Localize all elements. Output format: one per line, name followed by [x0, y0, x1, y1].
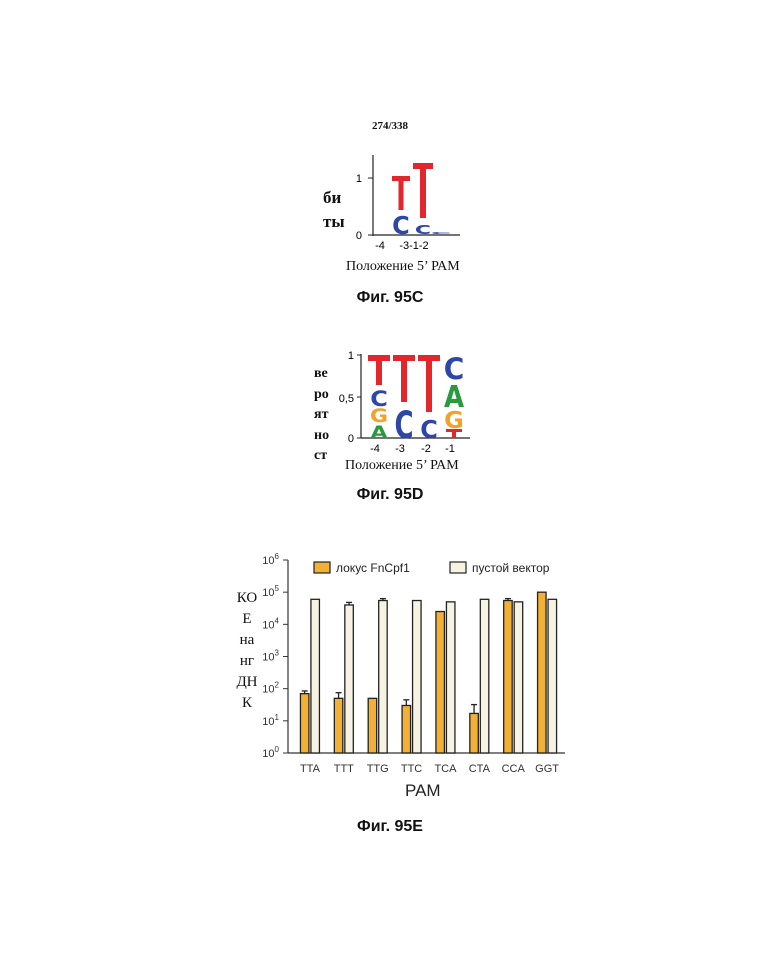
svg-text:C: C: [394, 403, 413, 447]
fig-c-xtick-label: -3-1-2: [399, 240, 428, 252]
fig-e-ytick-label: 106: [262, 552, 279, 567]
bar-locus: [538, 592, 547, 753]
fig-d-logo: 1 0,5 0 C G A C C C A G -4 -3 -2 -1: [330, 345, 480, 460]
bar-empty-vector: [345, 605, 354, 753]
fig-e-ytick-label: 100: [262, 745, 279, 760]
logo-letter-c: C: [415, 224, 431, 238]
fig-d-ylabel-line: но: [314, 426, 329, 447]
logo-letter-c: C: [420, 414, 438, 444]
bar-empty-vector: [311, 599, 320, 753]
logo-letter-c: C: [392, 210, 410, 240]
fig-d-ylabel-line: ст: [314, 446, 329, 467]
bar-locus: [334, 698, 343, 753]
fig-d-ylabel: ве ро ят но ст: [314, 364, 329, 467]
fig-d-xtick-label: -1: [445, 443, 455, 455]
fig-c-logo: 1 0 C C C -4 -3-1-2: [340, 150, 480, 255]
fig-d-ylabel-line: ро: [314, 385, 329, 406]
logo-letter-t: [418, 355, 440, 412]
fig-c-xtick-label: -4: [375, 240, 385, 252]
logo-letter-c: C: [431, 231, 452, 234]
legend-swatch: [314, 562, 330, 573]
fig-e-caption: Фиг. 95E: [0, 818, 780, 836]
fig-e-xtick-label: TTT: [334, 763, 354, 775]
svg-text:C: C: [431, 231, 452, 234]
fig-e-xtick-label: TTG: [367, 763, 389, 775]
bar-empty-vector: [514, 602, 523, 753]
bar-empty-vector: [480, 599, 489, 753]
bar-empty-vector: [379, 601, 388, 753]
fig-e-xlabel: PAM: [405, 781, 441, 801]
fig-e-ytick-label: 104: [262, 616, 279, 631]
fig-d-xlabel: Положение 5’ РАМ: [345, 458, 459, 474]
page-number: 274/338: [0, 120, 780, 132]
bar-empty-vector: [413, 601, 422, 753]
fig-d-ytick-label: 0,5: [339, 393, 354, 405]
bar-empty-vector: [548, 599, 557, 753]
logo-letter-a: A: [370, 423, 387, 443]
bar-empty-vector: [446, 602, 455, 753]
bar-locus: [504, 601, 513, 753]
fig-d-ylabel-line: ве: [314, 364, 329, 385]
fig-e-xtick-label: TCA: [434, 763, 457, 775]
svg-text:C: C: [415, 224, 431, 238]
logo-letter-c: C: [394, 403, 413, 447]
fig-c-ytick-label: 1: [356, 173, 362, 185]
fig-e-ytick-label: 102: [262, 681, 279, 696]
fig-d-xtick-label: -2: [421, 443, 431, 455]
fig-d-caption: Фиг. 95D: [0, 486, 780, 504]
fig-e-ytick-label: 101: [262, 713, 279, 728]
logo-letter-t: [393, 355, 415, 402]
fig-e-bars: [300, 592, 556, 753]
bar-locus: [368, 698, 377, 753]
legend-swatch: [450, 562, 466, 573]
fig-e-legend: локус FnCpf1 пустой вектор: [314, 561, 550, 575]
fig-e-xtick-label: CCA: [502, 763, 526, 775]
svg-text:A: A: [370, 423, 387, 443]
fig-e-xtick-labels: TTA TTT TTG TTC TCA CTA CCA GGT: [300, 763, 559, 775]
logo-letter-t: [413, 163, 433, 218]
svg-text:C: C: [420, 414, 438, 444]
fig-e-xtick-label: TTC: [401, 763, 422, 775]
bar-locus: [402, 705, 411, 753]
fig-d-ytick-label: 1: [348, 350, 354, 362]
logo-letter-t: [368, 355, 390, 385]
fig-e-bar-chart: 100 101 102 103 104 105 106 TTA TTT TTG TTC TCA CTA…: [250, 550, 570, 810]
bar-locus: [470, 713, 479, 753]
fig-e-xtick-label: CTA: [469, 763, 491, 775]
bar-locus: [436, 612, 445, 753]
legend-label: локус FnCpf1: [336, 561, 410, 575]
fig-d-ytick-label: 0: [348, 433, 354, 445]
bar-locus: [300, 694, 309, 753]
fig-e-ytick-label: 105: [262, 584, 279, 599]
fig-e-ytick-label: 103: [262, 649, 279, 664]
logo-letter-t: [392, 176, 410, 210]
fig-c-xlabel: Положение 5’ РАМ: [346, 259, 460, 275]
fig-d-xtick-label: -3: [395, 443, 405, 455]
legend-label: пустой вектор: [472, 561, 550, 575]
fig-e-xtick-label: GGT: [535, 763, 559, 775]
fig-d-ylabel-line: ят: [314, 405, 329, 426]
fig-c-caption: Фиг. 95C: [0, 289, 780, 307]
fig-d-xtick-label: -4: [370, 443, 380, 455]
fig-e-xtick-label: TTA: [300, 763, 321, 775]
fig-c-ytick-label: 0: [356, 230, 362, 242]
